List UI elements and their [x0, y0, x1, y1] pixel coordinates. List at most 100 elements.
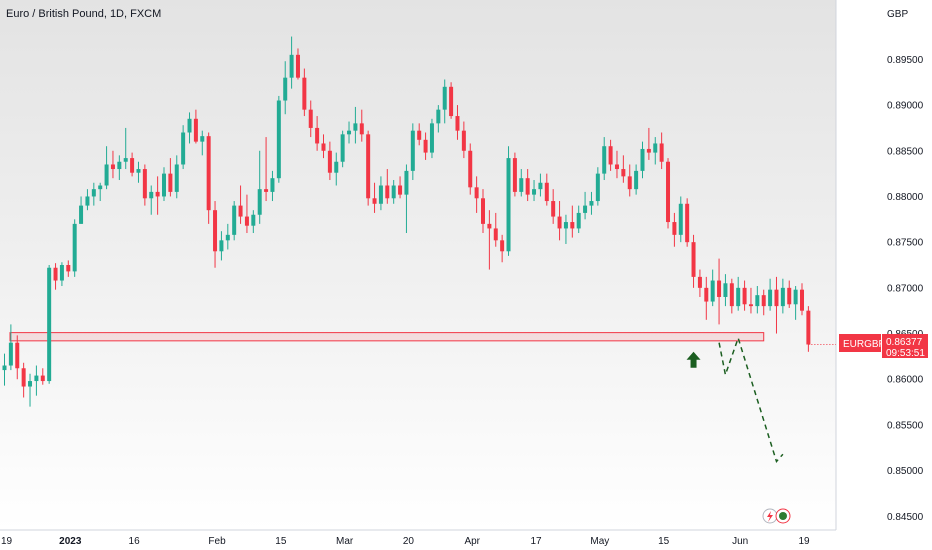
- candle: [193, 109, 198, 144]
- y-tick-label: 0.89000: [887, 101, 924, 112]
- candle: [710, 269, 715, 307]
- y-tick-label: 0.85500: [887, 420, 924, 431]
- candle: [544, 173, 549, 206]
- candle: [366, 130, 371, 206]
- chart-tool-icons[interactable]: [762, 508, 791, 524]
- candle-body: [627, 176, 632, 190]
- candle: [308, 100, 313, 138]
- candle: [398, 176, 403, 199]
- candle: [66, 260, 71, 277]
- candle: [334, 152, 339, 186]
- candle: [449, 82, 454, 119]
- x-tick-label: 19: [1, 536, 13, 547]
- lightning-glyph: [767, 511, 773, 522]
- candle: [130, 152, 135, 177]
- candle: [538, 173, 543, 197]
- symbol-tag: EURGBP: [843, 339, 886, 350]
- candle: [104, 146, 109, 190]
- candle: [685, 198, 690, 247]
- candle-body: [34, 375, 39, 382]
- candle: [525, 169, 530, 202]
- candle: [800, 283, 804, 316]
- candle: [672, 212, 677, 247]
- candle: [487, 210, 492, 270]
- candle: [729, 278, 734, 314]
- candle-body: [723, 283, 728, 297]
- candle: [155, 176, 160, 215]
- candle-body: [295, 54, 300, 78]
- candle: [780, 278, 785, 314]
- x-tick-label: 2023: [59, 536, 82, 547]
- candle-body: [481, 198, 485, 224]
- candle: [595, 167, 600, 206]
- candle: [232, 201, 237, 241]
- candle: [302, 68, 307, 117]
- x-tick-label: 15: [658, 536, 670, 547]
- candle-body: [685, 203, 690, 243]
- candle: [512, 152, 517, 197]
- candle-body: [47, 267, 52, 382]
- candle-body: [449, 86, 454, 117]
- candle: [353, 106, 358, 144]
- candle: [385, 169, 390, 204]
- candle: [646, 127, 651, 160]
- candle-body: [213, 210, 218, 252]
- candle-body: [646, 148, 651, 153]
- candle: [28, 373, 33, 407]
- chart-title: Euro / British Pound, 1D, FXCM: [6, 8, 161, 20]
- candle-body: [136, 169, 141, 173]
- candle: [117, 155, 122, 181]
- candle: [238, 185, 243, 224]
- candle-body: [302, 77, 307, 110]
- candle-body: [398, 185, 403, 195]
- candle-body: [461, 130, 466, 151]
- record-dot: [779, 512, 787, 520]
- candle: [168, 158, 173, 197]
- candle-body: [621, 169, 626, 177]
- candle-body: [729, 283, 734, 307]
- candle-body: [717, 280, 722, 297]
- candle-body: [800, 289, 804, 311]
- candle: [768, 278, 773, 311]
- candle-body: [602, 146, 607, 174]
- candle-body: [417, 130, 422, 140]
- x-tick-label: 15: [275, 536, 287, 547]
- candle-body: [168, 173, 173, 192]
- candle-body: [347, 130, 352, 135]
- candle: [717, 258, 722, 325]
- candle-body: [761, 295, 766, 307]
- candle-body: [283, 77, 288, 101]
- candle-body: [193, 118, 198, 142]
- candle-body: [142, 169, 147, 199]
- candle: [774, 276, 779, 334]
- candle-body: [442, 86, 447, 110]
- candle-body: [608, 146, 613, 165]
- candle-body: [468, 150, 473, 188]
- candle: [149, 185, 154, 215]
- candle-body: [117, 161, 122, 170]
- candle: [723, 274, 728, 307]
- candle-body: [659, 143, 664, 162]
- candle-body: [244, 216, 249, 226]
- candle: [372, 182, 377, 213]
- candle-body: [519, 178, 524, 192]
- candle-body: [404, 170, 409, 195]
- candle-body: [532, 189, 537, 195]
- candle-body: [149, 191, 154, 199]
- candle-body: [219, 240, 224, 252]
- candle-body: [653, 143, 658, 153]
- candle-body: [429, 123, 434, 153]
- candle: [340, 130, 345, 168]
- candle: [162, 167, 166, 202]
- candle: [493, 212, 498, 247]
- candle-body: [570, 222, 575, 229]
- candle: [72, 219, 77, 277]
- support-zone[interactable]: [9, 332, 765, 342]
- candle-body: [576, 212, 581, 229]
- candle-body: [359, 123, 364, 135]
- candle-body: [595, 173, 600, 202]
- candle: [123, 127, 128, 170]
- candle: [455, 105, 460, 140]
- symbol-tag-background: [839, 334, 881, 352]
- candle: [15, 335, 20, 380]
